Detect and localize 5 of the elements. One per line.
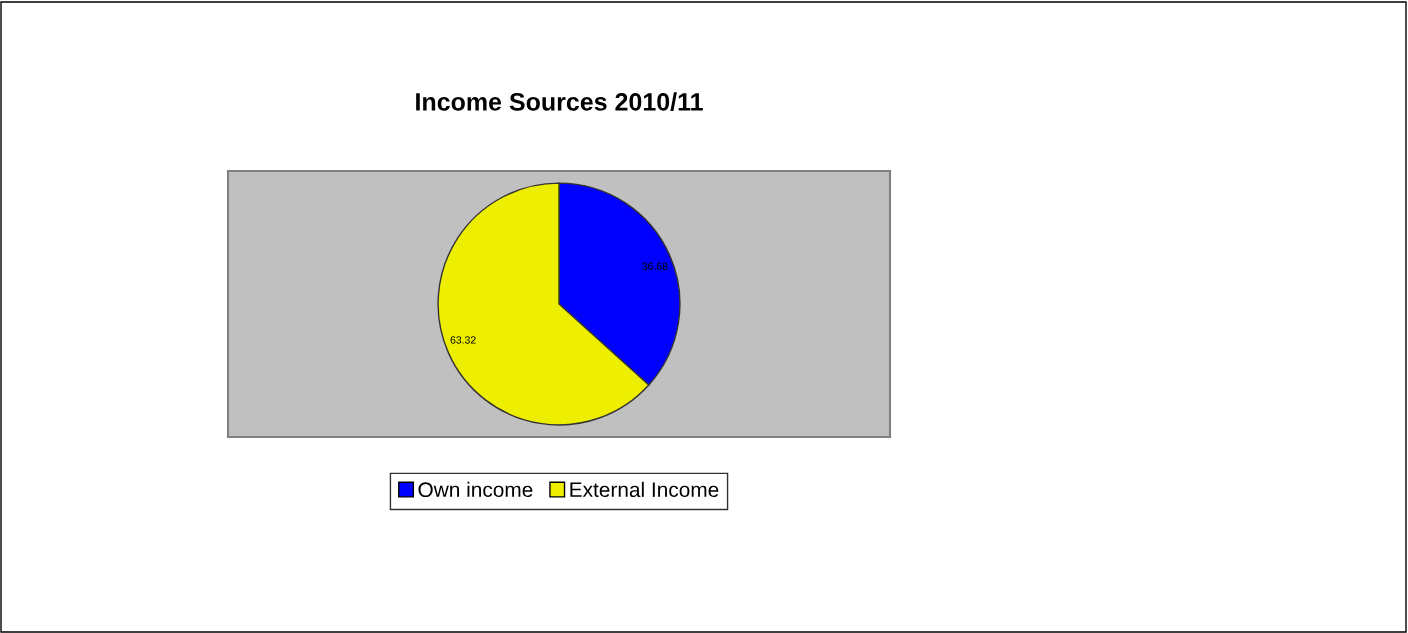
data-label: 36.68 [642,262,668,270]
legend-label: External Income [570,481,719,498]
legend-label: Own income [418,481,533,498]
chart-title: Income Sources 2010/11 [416,92,703,111]
data-label: 63.32 [450,336,476,344]
